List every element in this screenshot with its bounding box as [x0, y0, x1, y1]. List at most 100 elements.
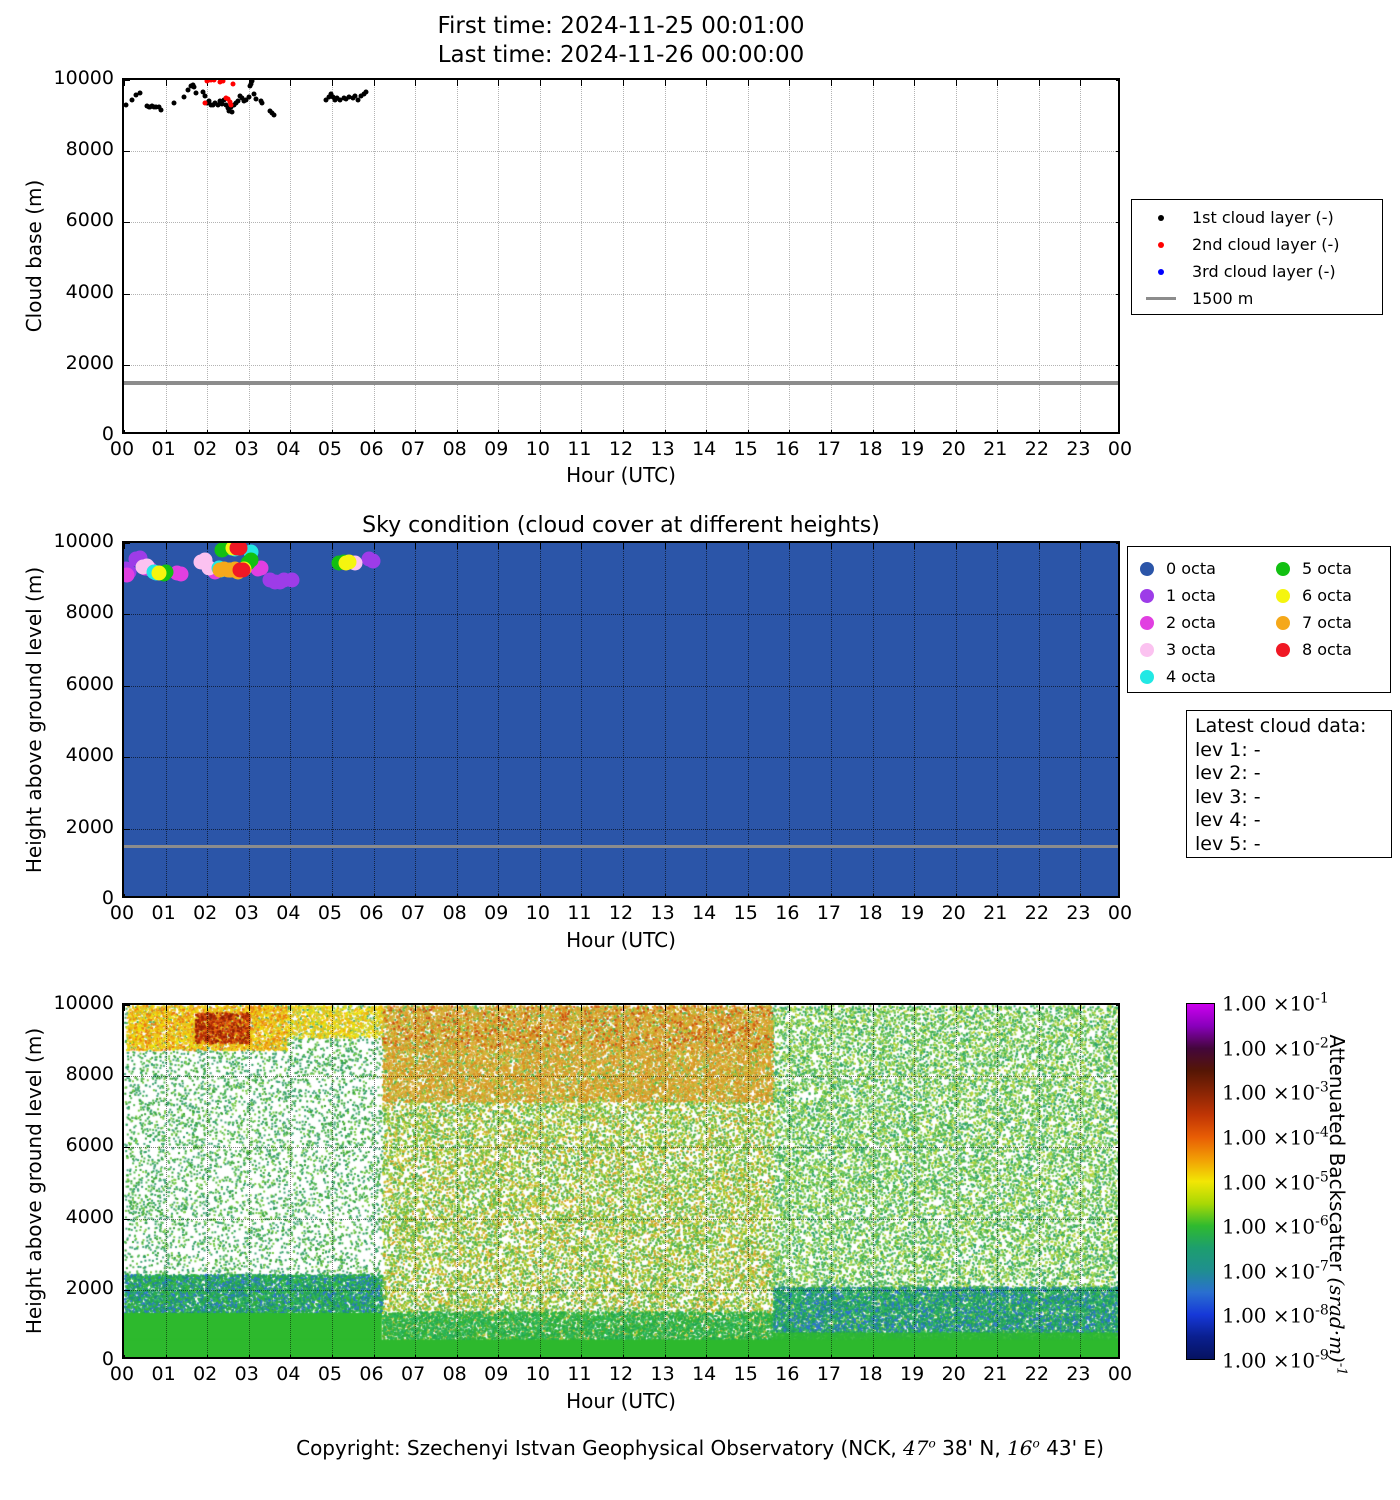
x-tick-mark [872, 894, 874, 896]
y-tick-mark [124, 614, 130, 616]
x-tick-mark [415, 80, 417, 86]
colorbar-tick-exponent: -8 [1315, 1303, 1329, 1320]
vertical-gridline [165, 80, 167, 432]
scatter-point [129, 97, 135, 103]
x-tick-mark [997, 80, 999, 86]
colorbar-tick-label: 1.00 ×10-3 [1222, 1080, 1329, 1105]
x-tick-mark [456, 430, 458, 432]
vertical-gridline [747, 1005, 749, 1357]
x-tick-label: 07 [400, 438, 426, 460]
scatter-point [334, 95, 340, 101]
horizontal-gridline [124, 685, 1118, 687]
vertical-gridline [248, 1005, 250, 1357]
x-tick-mark [124, 543, 125, 549]
y-tick-label: 4000 [65, 280, 114, 303]
scatter-point [220, 80, 226, 84]
degree-symbol-lat: o [928, 1436, 936, 1451]
x-tick-mark [789, 80, 791, 86]
x-tick-label: 19 [899, 438, 925, 460]
legend-label: 0 octa [1166, 559, 1216, 578]
vertical-gridline [581, 80, 583, 432]
x-tick-mark [415, 543, 417, 549]
vertical-gridline [997, 80, 999, 432]
x-tick-label: 20 [941, 1363, 966, 1385]
x-tick-mark [1080, 80, 1082, 86]
y-tick-mark [124, 151, 130, 153]
x-tick-label: 16 [775, 1363, 800, 1385]
x-tick-label: 02 [193, 1363, 218, 1385]
x-tick-label: 12 [608, 902, 634, 924]
x-tick-mark [955, 1005, 957, 1011]
x-tick-label: 18 [858, 902, 883, 924]
x-tick-mark [872, 543, 874, 549]
x-tick-label: 23 [1066, 902, 1091, 924]
scatter-point [249, 80, 255, 84]
x-tick-mark [165, 430, 167, 432]
longitude-minutes: 43' E) [1039, 1436, 1104, 1460]
vertical-gridline [498, 543, 500, 896]
colorbar-tick-exponent: -5 [1315, 1169, 1329, 1186]
x-tick-label: 11 [567, 438, 592, 460]
x-tick-mark [830, 894, 832, 896]
vertical-gridline [290, 80, 292, 432]
x-tick-label: 11 [567, 1363, 592, 1385]
y-tick-mark [1116, 364, 1118, 366]
x-tick-label: 09 [484, 1363, 509, 1385]
x-tick-mark [207, 430, 209, 432]
copyright-text: Copyright: Szechenyi Istvan Geophysical … [296, 1436, 904, 1460]
y-tick-mark [124, 828, 130, 830]
x-tick-label: 03 [234, 438, 259, 460]
x-tick-mark [706, 430, 708, 432]
vertical-gridline [706, 80, 708, 432]
vertical-gridline [498, 1005, 500, 1357]
cloud-level-line: lev 1: - [1195, 738, 1261, 761]
vertical-gridline [872, 543, 874, 896]
legend-item: 2nd cloud layer (-) [1144, 231, 1374, 258]
y-tick-mark [1116, 1289, 1118, 1291]
cloud-level-line: lev 5: - [1195, 832, 1261, 855]
colorbar-tick-label: 1.00 ×10-1 [1222, 991, 1329, 1016]
scatter-point [137, 90, 143, 96]
x-tick-mark [664, 1355, 666, 1357]
horizontal-gridline [124, 222, 1118, 224]
x-tick-mark [248, 894, 250, 896]
x-tick-mark [290, 80, 292, 86]
colorbar-tick-mantissa: 1.00 ×10 [1222, 1125, 1316, 1150]
colorbar-label-exponent: -1 [1333, 1362, 1349, 1376]
y-tick-mark [1116, 1218, 1118, 1220]
legend-item: 8 octa [1276, 636, 1396, 663]
x-tick-label: 22 [1024, 438, 1049, 460]
x-tick-mark [290, 894, 292, 896]
x-tick-mark [539, 894, 541, 896]
x-tick-mark [1080, 543, 1082, 549]
x-tick-label: 04 [276, 902, 301, 924]
x-tick-mark [415, 1005, 417, 1011]
x-tick-label: 13 [650, 1363, 675, 1385]
x-tick-mark [539, 543, 541, 549]
vertical-gridline [373, 1005, 375, 1357]
x-tick-label: 00 [1107, 1363, 1133, 1385]
legend-line-swatch [1144, 297, 1178, 300]
x-tick-mark [581, 80, 583, 86]
x-tick-mark [331, 1005, 333, 1011]
vertical-gridline [331, 543, 333, 896]
scatter-point [358, 93, 364, 99]
colorbar-tick-mantissa: 1.00 ×10 [1222, 1080, 1316, 1105]
x-tick-label: 19 [899, 1363, 925, 1385]
octa-dot-marker [1140, 561, 1154, 576]
x-tick-label: 11 [567, 902, 592, 924]
y-tick-label: 4000 [65, 1205, 114, 1228]
y-tick-label: 10000 [53, 992, 114, 1014]
x-tick-mark [290, 430, 292, 432]
x-tick-mark [165, 1355, 167, 1357]
x-tick-mark [997, 1005, 999, 1011]
x-tick-mark [290, 1355, 292, 1357]
colorbar-tick-exponent: -1 [1315, 990, 1329, 1007]
scatter-point [219, 101, 225, 107]
x-tick-mark [581, 543, 583, 549]
x-tick-mark [498, 80, 500, 86]
colorbar-tick-exponent: -2 [1315, 1035, 1329, 1052]
scatter-point [251, 91, 257, 97]
y-tick-label: 10000 [53, 67, 114, 89]
vertical-gridline [623, 543, 624, 896]
